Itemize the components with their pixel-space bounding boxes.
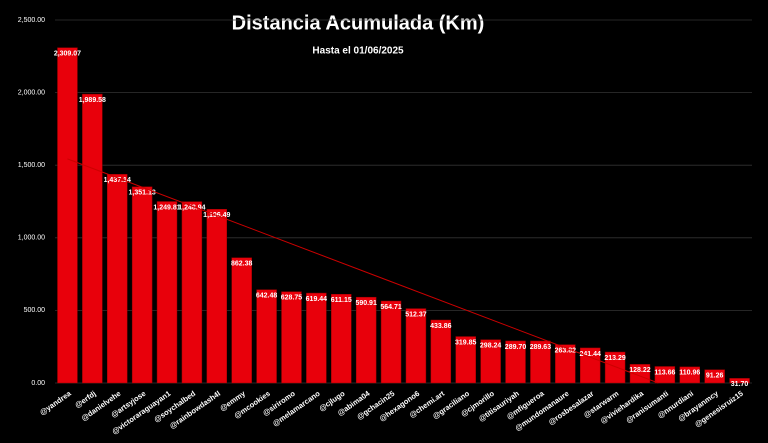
y-tick-label: 1,000.00 bbox=[18, 235, 45, 242]
value-label: 241.44 bbox=[579, 351, 601, 358]
bar bbox=[281, 291, 302, 384]
value-label: 862.38 bbox=[231, 261, 253, 268]
value-label: 289.63 bbox=[530, 344, 552, 351]
bar bbox=[555, 344, 576, 384]
bar bbox=[107, 174, 128, 384]
value-label: 128.22 bbox=[629, 367, 651, 374]
value-label: 564.71 bbox=[380, 304, 402, 311]
bar bbox=[231, 257, 252, 384]
value-label: 1,989.58 bbox=[79, 97, 106, 104]
bar bbox=[530, 340, 551, 384]
value-label: 213.29 bbox=[604, 355, 626, 362]
value-label: 91.26 bbox=[706, 373, 724, 380]
bar bbox=[331, 294, 352, 384]
y-tick-label: 0.00 bbox=[31, 380, 45, 387]
y-tick-label: 1,500.00 bbox=[18, 162, 45, 169]
bar bbox=[156, 201, 178, 384]
value-label: 298.24 bbox=[480, 343, 502, 350]
bar bbox=[82, 93, 103, 384]
bar bbox=[256, 289, 277, 384]
value-label: 642.48 bbox=[256, 293, 278, 300]
y-tick-label: 500.00 bbox=[24, 307, 46, 314]
bar bbox=[704, 369, 725, 384]
trend-line bbox=[67, 158, 659, 384]
bar bbox=[181, 201, 203, 384]
bar bbox=[729, 378, 750, 384]
value-label: 1,248.94 bbox=[178, 204, 205, 211]
value-label: 611.15 bbox=[331, 297, 352, 304]
value-label: 1,249.81 bbox=[153, 204, 180, 211]
value-label: 433.86 bbox=[430, 323, 452, 330]
bar bbox=[57, 47, 78, 384]
value-label: 263.82 bbox=[555, 348, 577, 355]
value-label: 289.70 bbox=[505, 344, 527, 351]
value-label: 31.70 bbox=[731, 381, 749, 388]
bar bbox=[455, 336, 476, 384]
bar bbox=[430, 319, 452, 384]
bar bbox=[480, 339, 501, 384]
bar bbox=[206, 209, 228, 384]
value-label: 628.75 bbox=[281, 295, 303, 302]
value-label: 1,351.13 bbox=[129, 190, 156, 197]
value-label: 1,437.14 bbox=[104, 177, 131, 184]
bar bbox=[131, 186, 153, 384]
y-tick-label: 2,000.00 bbox=[18, 89, 45, 96]
value-label: 319.85 bbox=[455, 339, 477, 346]
bar bbox=[405, 308, 427, 384]
value-label: 2,309.07 bbox=[54, 51, 81, 58]
bar bbox=[679, 366, 700, 384]
bar bbox=[505, 340, 526, 384]
y-tick-label: 2,500.00 bbox=[18, 17, 45, 24]
value-label: 590.91 bbox=[355, 300, 377, 307]
x-tick-label: @yandrea bbox=[38, 388, 73, 417]
value-label: 619.44 bbox=[306, 296, 328, 303]
chart-title: Distancia Acumulada (Km) bbox=[232, 12, 485, 34]
value-label: 512.37 bbox=[405, 311, 427, 318]
bar bbox=[355, 296, 377, 384]
bar bbox=[579, 347, 601, 384]
value-label: 113.66 bbox=[654, 369, 675, 376]
value-label: 110.96 bbox=[679, 370, 700, 377]
bar bbox=[380, 300, 402, 384]
bar bbox=[604, 351, 626, 384]
bar bbox=[306, 292, 327, 384]
chart-subtitle: Hasta el 01/06/2025 bbox=[312, 46, 404, 57]
bar bbox=[654, 366, 676, 384]
